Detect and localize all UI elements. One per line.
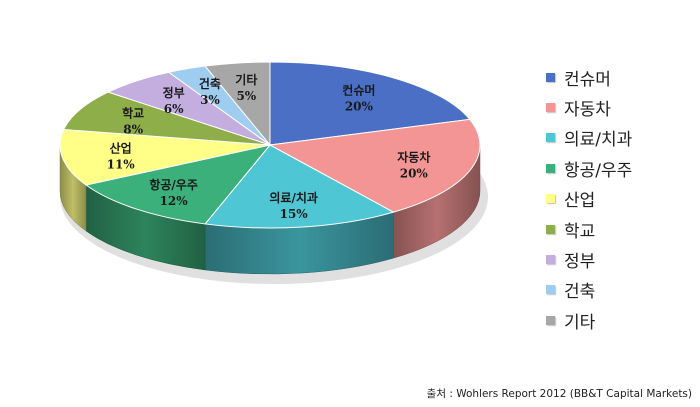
legend-label-6: 정부	[564, 252, 596, 273]
legend-swatch-4	[546, 194, 555, 204]
legend-label-4: 산업	[564, 191, 596, 212]
legend-label-5: 학교	[564, 221, 596, 242]
legend-label-3: 항공/우주	[564, 160, 633, 181]
slice-label-7: 건축	[199, 76, 221, 91]
legend-item-0: 컨슈머	[546, 62, 696, 92]
slice-value-6: 6%	[164, 102, 184, 116]
legend-swatch-1	[546, 103, 555, 113]
legend-item-6: 정부	[546, 244, 696, 274]
legend-swatch-3	[546, 163, 555, 173]
slice-label-4: 산업	[110, 140, 132, 155]
slice-label-8: 기타	[235, 72, 257, 87]
legend-item-1: 자동차	[546, 92, 696, 122]
legend-swatch-0	[546, 72, 555, 82]
legend-item-5: 학교	[546, 214, 696, 244]
slice-label-0: 컨슈머	[342, 83, 375, 98]
legend-label-1: 자동차	[564, 100, 611, 121]
legend-swatch-8	[546, 315, 555, 325]
legend-swatch-6	[546, 255, 555, 265]
legend-item-2: 의료/치과	[546, 123, 696, 153]
slice-value-1: 20%	[400, 166, 429, 180]
legend-item-4: 산업	[546, 184, 696, 214]
slice-label-5: 학교	[122, 106, 144, 121]
legend-item-3: 항공/우주	[546, 153, 696, 183]
pie-slice-2	[204, 144, 395, 229]
legend-label-2: 의료/치과	[564, 130, 633, 151]
pie-slice-3	[84, 144, 272, 225]
slice-value-4: 11%	[107, 157, 136, 171]
slice-label-2: 의료/치과	[269, 190, 318, 205]
pie-slice-1	[268, 118, 481, 213]
pie-slice-0	[269, 61, 471, 146]
slice-value-5: 8%	[123, 123, 143, 137]
slice-value-0: 20%	[345, 100, 374, 114]
pie-slice-8	[204, 61, 271, 147]
legend-label-0: 컨슈머	[564, 69, 611, 90]
legend-label-7: 건축	[564, 282, 596, 303]
slice-value-8: 5%	[236, 89, 256, 103]
legend-swatch-7	[546, 285, 555, 295]
source-note: 출처 : Wohlers Report 2012 (BB&T Capital M…	[426, 388, 692, 400]
legend-swatch-2	[546, 133, 555, 143]
legend-label-8: 기타	[564, 312, 596, 333]
slice-value-7: 3%	[200, 93, 220, 107]
pie-slice-4	[59, 128, 271, 186]
slice-label-1: 자동차	[397, 149, 430, 164]
slice-value-3: 12%	[160, 194, 189, 208]
slice-label-3: 항공/우주	[149, 177, 198, 192]
legend-item-7: 건축	[546, 275, 696, 305]
legend-item-8: 기타	[546, 305, 696, 335]
pie-slice-5	[62, 91, 271, 146]
slice-value-2: 15%	[280, 207, 309, 221]
legend-swatch-5	[546, 224, 555, 234]
slice-label-6: 정부	[163, 85, 185, 100]
